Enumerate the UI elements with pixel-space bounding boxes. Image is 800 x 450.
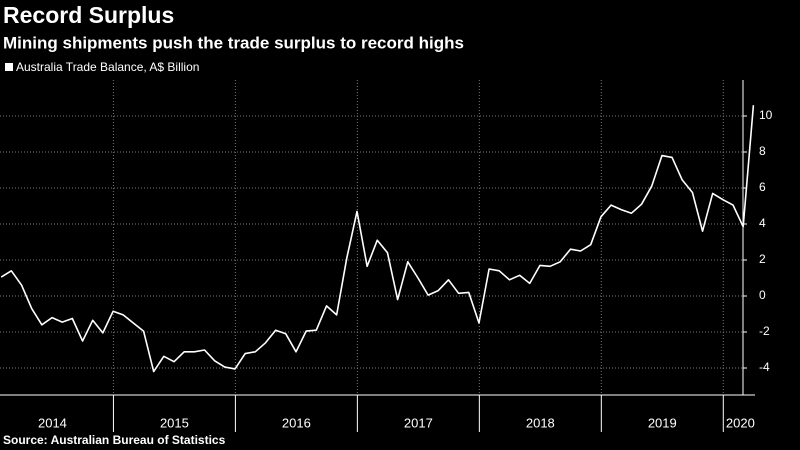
- y-tick-label: 10: [759, 108, 773, 122]
- y-tick-label: 4: [759, 216, 766, 230]
- chart-title: Record Surplus: [3, 2, 174, 28]
- y-tick-label: 0: [759, 288, 766, 302]
- y-tick-label: 2: [759, 252, 766, 266]
- y-tick-label: -4: [759, 360, 770, 374]
- x-tick-label: 2015: [160, 415, 189, 430]
- x-tick-label: 2016: [282, 415, 311, 430]
- chart-subtitle: Mining shipments push the trade surplus …: [3, 33, 464, 52]
- y-tick-label: 6: [759, 180, 766, 194]
- data-line: [0, 105, 755, 373]
- y-tick-label: 8: [759, 144, 766, 158]
- x-tick-label: 2020: [726, 415, 755, 430]
- x-tick-label: 2019: [648, 415, 677, 430]
- x-tick-label: 2014: [38, 415, 67, 430]
- source: Source: Australian Bureau of Statistics: [3, 433, 226, 447]
- y-tick-label: -2: [759, 324, 770, 338]
- x-tick-label: 2017: [404, 415, 433, 430]
- legend-swatch: [5, 63, 13, 71]
- x-tick-label: 2018: [526, 415, 555, 430]
- legend-label: Australia Trade Balance, A$ Billion: [16, 60, 199, 74]
